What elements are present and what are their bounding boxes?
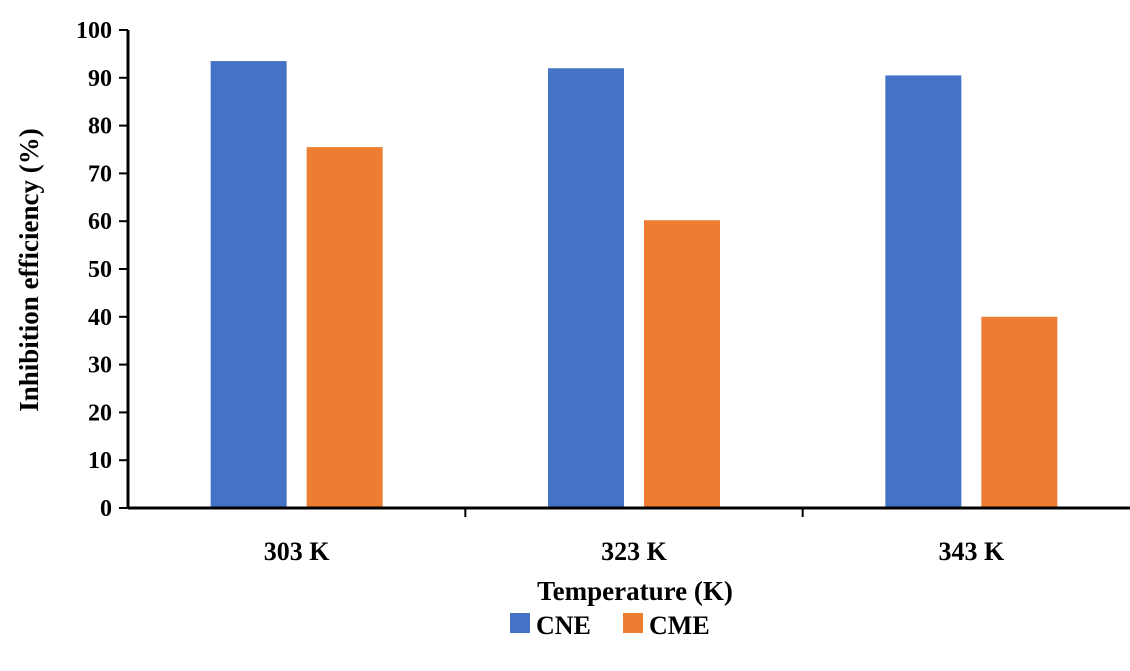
legend: CNE CME [510, 611, 710, 640]
y-tick-label: 10 [88, 448, 112, 474]
legend-label-cme: CME [649, 611, 710, 640]
y-ticks-layer: 0 10 20 30 40 50 60 70 80 90 100 [76, 18, 128, 522]
legend-label-cne: CNE [536, 611, 591, 640]
bar-cne-3 [885, 75, 962, 508]
y-tick-label: 60 [88, 209, 112, 235]
x-axis-title: Temperature (K) [537, 576, 733, 606]
y-tick-label: 50 [88, 257, 112, 283]
legend-swatch-cne [510, 613, 530, 633]
x-category-label: 343 K [938, 537, 1005, 566]
bars-layer [210, 61, 1058, 509]
y-tick-label: 20 [88, 400, 112, 426]
y-tick-label: 90 [88, 66, 112, 92]
bar-cne-2 [548, 68, 624, 509]
y-tick-label: 0 [100, 496, 112, 522]
x-category-label: 303 K [264, 537, 331, 566]
y-tick-label: 80 [88, 114, 112, 140]
y-tick-label: 100 [76, 18, 112, 44]
y-tick-label: 70 [88, 161, 112, 187]
x-category-label: 323 K [601, 537, 668, 566]
x-ticks-layer: 303 K 323 K 343 K [264, 508, 1005, 566]
bar-cme-1 [306, 147, 383, 509]
y-tick-label: 30 [88, 353, 112, 379]
y-axis-title: Inhibition efficiency (%) [14, 128, 44, 412]
bar-cme-3 [981, 316, 1058, 508]
bar-cne-1 [210, 61, 287, 508]
bar-cme-2 [644, 220, 720, 508]
legend-swatch-cme [623, 613, 643, 633]
y-tick-label: 40 [88, 305, 112, 331]
